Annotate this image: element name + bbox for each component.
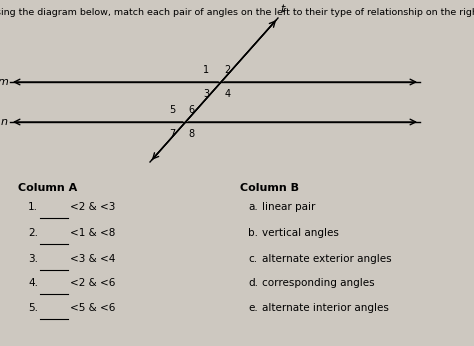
Text: 5.: 5. (28, 303, 38, 313)
Text: Column A: Column A (18, 183, 77, 193)
Text: a.: a. (248, 202, 258, 212)
Text: 6: 6 (189, 105, 195, 115)
Text: 5: 5 (169, 105, 175, 115)
Text: 4: 4 (224, 89, 230, 99)
Text: 1: 1 (203, 65, 209, 75)
Text: <1 & <8: <1 & <8 (70, 228, 115, 238)
Text: e.: e. (248, 303, 258, 313)
Text: Using the diagram below, match each pair of angles on the left to their type of : Using the diagram below, match each pair… (0, 8, 474, 17)
Text: d.: d. (248, 278, 258, 288)
Text: 3: 3 (203, 89, 209, 99)
Text: <2 & <6: <2 & <6 (70, 278, 115, 288)
Text: 1.: 1. (28, 202, 38, 212)
Text: 4.: 4. (28, 278, 38, 288)
Text: Column B: Column B (240, 183, 299, 193)
Text: 3.: 3. (28, 254, 38, 264)
Text: b.: b. (248, 228, 258, 238)
Text: 2.: 2. (28, 228, 38, 238)
Text: <5 & <6: <5 & <6 (70, 303, 115, 313)
Text: <3 & <4: <3 & <4 (70, 254, 115, 264)
Text: m: m (0, 77, 8, 87)
Text: linear pair: linear pair (262, 202, 315, 212)
Text: alternate exterior angles: alternate exterior angles (262, 254, 392, 264)
Text: corresponding angles: corresponding angles (262, 278, 374, 288)
Text: 7: 7 (169, 129, 175, 139)
Text: n: n (1, 117, 8, 127)
Text: vertical angles: vertical angles (262, 228, 339, 238)
Text: 2: 2 (224, 65, 230, 75)
Text: alternate interior angles: alternate interior angles (262, 303, 389, 313)
Text: c.: c. (248, 254, 257, 264)
Text: t: t (280, 4, 284, 14)
Text: <2 & <3: <2 & <3 (70, 202, 115, 212)
Text: 8: 8 (189, 129, 195, 139)
